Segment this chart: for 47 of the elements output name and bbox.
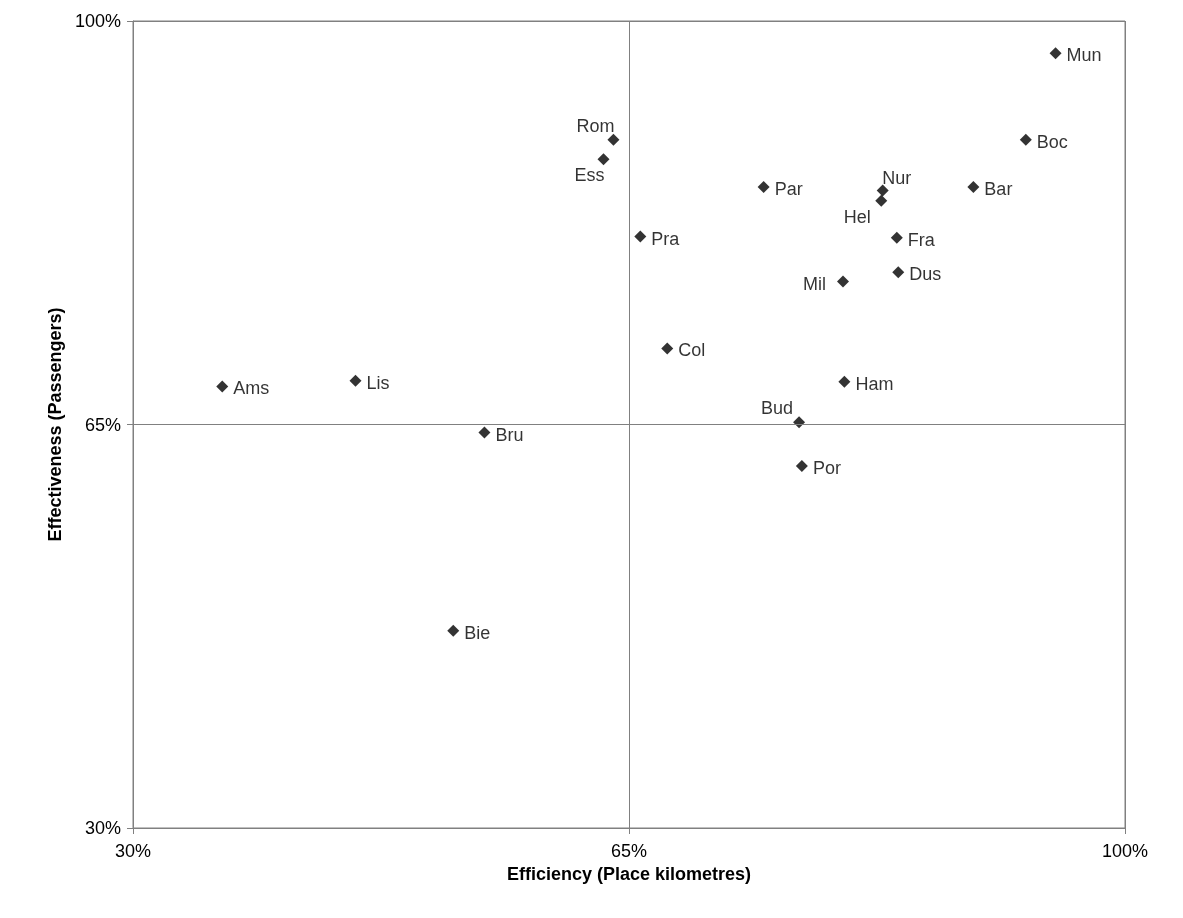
annotation: Ams bbox=[233, 378, 270, 399]
point bbox=[478, 426, 491, 439]
annotation: Bar bbox=[984, 179, 1013, 200]
annotation: Nur bbox=[882, 168, 912, 189]
annotation: Lis bbox=[366, 372, 390, 393]
point bbox=[216, 380, 229, 393]
annotation: Ham bbox=[855, 373, 894, 394]
point bbox=[1019, 133, 1032, 146]
point bbox=[597, 153, 610, 166]
point bbox=[890, 231, 903, 244]
annotation: Col bbox=[678, 340, 706, 361]
annotation: Por bbox=[812, 458, 841, 478]
point bbox=[838, 375, 851, 388]
annotation: Mil bbox=[802, 273, 826, 294]
x-tick-label: 65% bbox=[610, 841, 648, 861]
point bbox=[1049, 47, 1062, 60]
annotation: Fra bbox=[907, 229, 936, 250]
y-tick-label: 65% bbox=[84, 414, 121, 435]
x-tick-label: 100% bbox=[1101, 841, 1149, 861]
point bbox=[634, 230, 647, 243]
point bbox=[447, 624, 460, 637]
annotation: Par bbox=[774, 179, 803, 200]
annotation: Rom bbox=[576, 115, 615, 136]
x-tick-label: 30% bbox=[114, 841, 152, 861]
annotation: Ess bbox=[574, 165, 605, 186]
annotation: Hel bbox=[843, 206, 871, 227]
point bbox=[349, 374, 362, 387]
annotation: Pra bbox=[651, 228, 681, 249]
point bbox=[875, 194, 888, 207]
point bbox=[757, 181, 770, 194]
point bbox=[836, 275, 849, 288]
annotation: Bud bbox=[761, 398, 794, 419]
point bbox=[967, 181, 980, 194]
point bbox=[876, 184, 889, 197]
point bbox=[892, 266, 905, 279]
annotation: Mun bbox=[1066, 45, 1102, 66]
annotation: Bie bbox=[464, 622, 491, 643]
annotation: Boc bbox=[1036, 131, 1068, 152]
point bbox=[795, 460, 808, 472]
annotation: Dus bbox=[909, 264, 942, 285]
y-tick-label: 30% bbox=[84, 818, 121, 838]
x-axis-title: Efficiency (Place kilometres) bbox=[506, 863, 752, 884]
annotation: Bru bbox=[495, 424, 524, 445]
y-axis-title: Effectiveness (Passengers) bbox=[45, 307, 66, 542]
y-tick-label: 100% bbox=[74, 11, 121, 31]
point bbox=[607, 133, 620, 146]
point bbox=[661, 342, 674, 355]
